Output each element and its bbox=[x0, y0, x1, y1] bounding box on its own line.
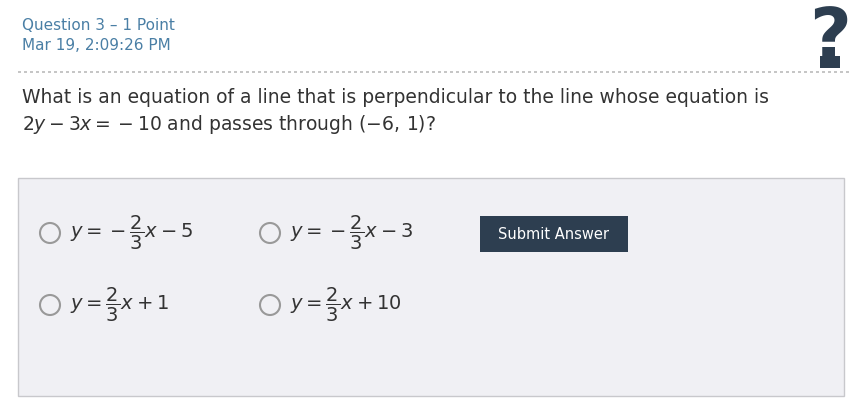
Text: What is an equation of a line that is perpendicular to the line whose equation i: What is an equation of a line that is pe… bbox=[22, 88, 768, 107]
Text: Question 3 – 1 Point: Question 3 – 1 Point bbox=[22, 18, 175, 33]
Text: $y = \dfrac{2}{3}x + 10$: $y = \dfrac{2}{3}x + 10$ bbox=[289, 286, 401, 324]
FancyBboxPatch shape bbox=[18, 178, 843, 396]
Text: $y = \dfrac{2}{3}x + 1$: $y = \dfrac{2}{3}x + 1$ bbox=[70, 286, 169, 324]
Text: ?: ? bbox=[808, 5, 850, 74]
FancyBboxPatch shape bbox=[819, 56, 839, 68]
Text: $y = -\dfrac{2}{3}x - 3$: $y = -\dfrac{2}{3}x - 3$ bbox=[289, 214, 412, 252]
Text: Submit Answer: Submit Answer bbox=[498, 227, 609, 241]
Text: $2y - 3x = -10$ and passes through $(-6,\,1)$?: $2y - 3x = -10$ and passes through $(-6,… bbox=[22, 113, 436, 136]
FancyBboxPatch shape bbox=[480, 216, 628, 252]
Text: $y = -\dfrac{2}{3}x - 5$: $y = -\dfrac{2}{3}x - 5$ bbox=[70, 214, 193, 252]
Text: Mar 19, 2:09:26 PM: Mar 19, 2:09:26 PM bbox=[22, 38, 170, 53]
